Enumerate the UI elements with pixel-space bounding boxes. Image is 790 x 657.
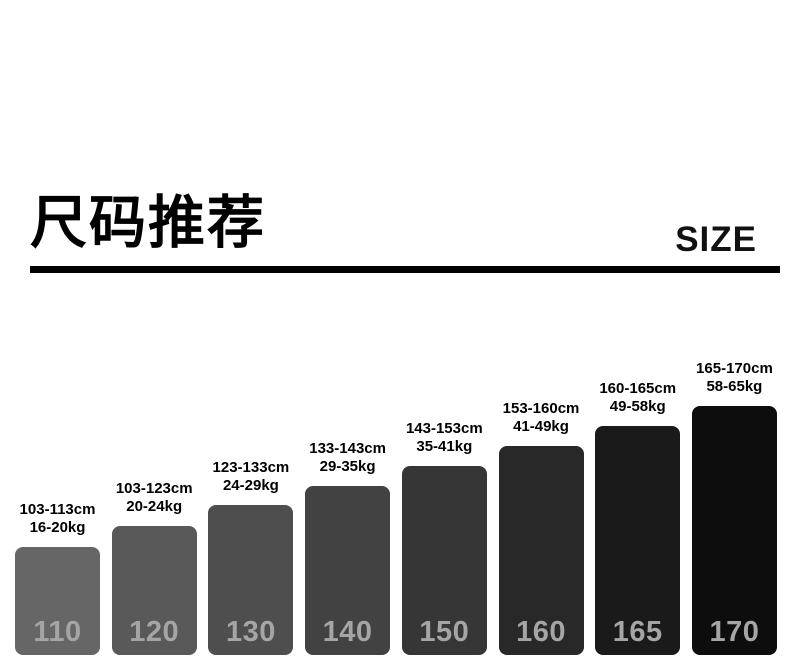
height-range: 165-170cm xyxy=(696,360,773,377)
weight-range: 58-65kg xyxy=(706,378,763,395)
bar-group: 103-123cm 20-24kg 120 xyxy=(111,480,197,655)
page-title: 尺码推荐 xyxy=(30,191,266,255)
divider-rule xyxy=(30,266,780,273)
weight-range: 41-49kg xyxy=(513,418,569,435)
bar-range-label: 143-153cm 35-41kg xyxy=(406,420,483,456)
size-bar: 160 xyxy=(498,446,584,655)
bar-range-label: 160-165cm 49-58kg xyxy=(599,380,676,416)
weight-range: 16-20kg xyxy=(29,519,86,536)
size-bar: 110 xyxy=(15,547,100,655)
bar-range-label: 103-123cm 20-24kg xyxy=(116,480,193,516)
bar-group: 103-113cm 16-20kg 110 xyxy=(15,501,100,655)
bar-range-label: 103-113cm 16-20kg xyxy=(20,501,96,537)
weight-range: 35-41kg xyxy=(416,438,473,455)
height-range: 143-153cm xyxy=(405,420,483,437)
size-bar: 130 xyxy=(208,505,294,655)
height-range: 103-123cm xyxy=(115,480,193,497)
size-bar: 140 xyxy=(305,486,391,655)
bar-range-label: 165-170cm 58-65kg xyxy=(696,360,773,396)
height-range: 153-160cm xyxy=(502,400,580,417)
size-heading: SIZE xyxy=(675,220,757,259)
size-bar-number: 110 xyxy=(33,616,82,648)
bar-range-label: 133-143cm 29-35kg xyxy=(309,440,386,476)
size-bar-number: 165 xyxy=(612,616,663,648)
bar-group: 133-143cm 29-35kg 140 xyxy=(305,440,391,655)
size-bar-number: 170 xyxy=(709,616,760,648)
height-range: 103-113cm xyxy=(19,501,96,518)
size-bar-number: 130 xyxy=(225,616,276,648)
height-range: 133-143cm xyxy=(309,440,386,457)
size-bar-number: 120 xyxy=(129,616,180,648)
bar-group: 160-165cm 49-58kg 165 xyxy=(595,380,681,655)
bar-group: 123-133cm 24-29kg 130 xyxy=(208,459,294,655)
height-range: 123-133cm xyxy=(212,459,290,476)
weight-range: 49-58kg xyxy=(609,398,666,415)
size-bar-number: 160 xyxy=(516,616,566,648)
weight-range: 20-24kg xyxy=(126,498,183,515)
weight-range: 24-29kg xyxy=(222,477,279,494)
size-bar: 170 xyxy=(691,406,777,655)
bar-group: 165-170cm 58-65kg 170 xyxy=(691,360,777,655)
bar-range-label: 153-160cm 41-49kg xyxy=(503,400,580,436)
bar-group: 153-160cm 41-49kg 160 xyxy=(498,400,584,655)
size-bar-number: 140 xyxy=(322,616,373,648)
size-bar: 165 xyxy=(595,426,681,655)
size-bar: 150 xyxy=(401,466,487,655)
bar-group: 143-153cm 35-41kg 150 xyxy=(401,420,487,655)
height-range: 160-165cm xyxy=(599,380,677,397)
size-bar: 120 xyxy=(111,526,197,655)
bar-range-label: 123-133cm 24-29kg xyxy=(213,459,290,495)
size-bar-number: 150 xyxy=(419,616,470,648)
size-bar-chart: 103-113cm 16-20kg 110 103-123cm 20-24kg … xyxy=(15,360,777,655)
weight-range: 29-35kg xyxy=(319,458,376,475)
